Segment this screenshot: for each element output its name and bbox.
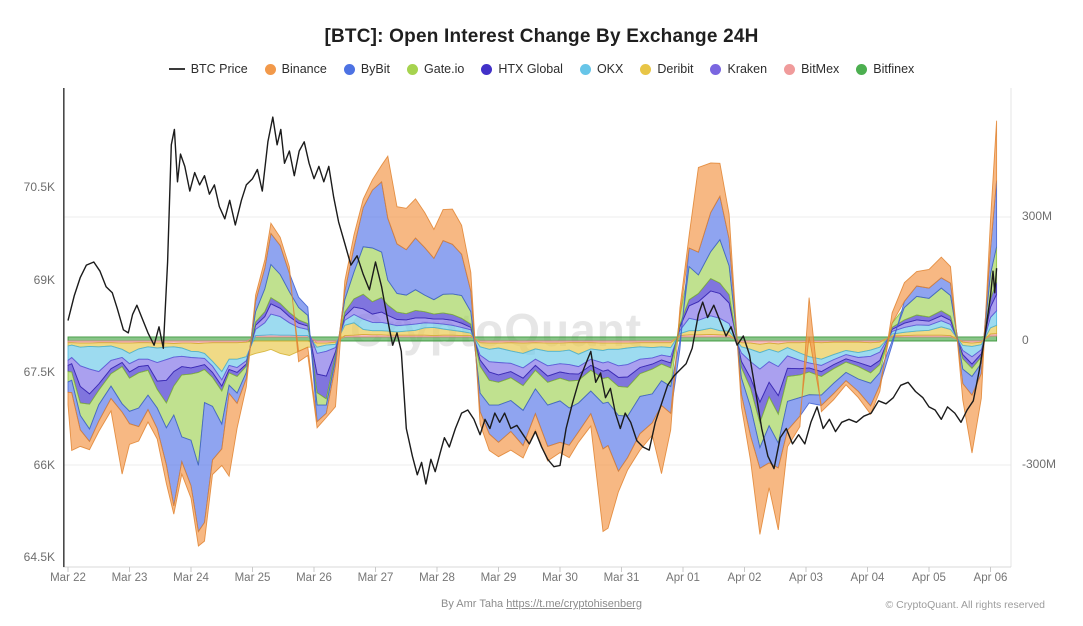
x-axis-tick-apr-02: Apr 02 <box>727 572 762 584</box>
dot-swatch-icon <box>710 63 722 75</box>
right-axis-tick-300M: 300M <box>1022 209 1053 223</box>
legend-item-btc-price[interactable]: BTC Price <box>168 62 248 76</box>
area-binance <box>67 120 998 547</box>
dot-swatch-icon <box>343 63 355 75</box>
left-axis-tick-69K: 69K <box>33 272 55 287</box>
legend-item-okx[interactable]: OKX <box>579 62 624 76</box>
legend-item-bitfinex[interactable]: Bitfinex <box>856 62 914 76</box>
left-axis-tick-66K: 66K <box>33 457 55 472</box>
left-axis-tick-67.5K: 67.5K <box>23 365 55 379</box>
legend-item-deribit[interactable]: Deribit <box>640 62 693 76</box>
plot-area[interactable] <box>63 88 1012 574</box>
x-axis-tick-apr-04: Apr 04 <box>850 572 885 584</box>
legend-label: ByBit <box>360 62 391 76</box>
legend-label: HTX Global <box>498 62 563 76</box>
right-axis-tick-0: 0 <box>1022 333 1029 347</box>
dot-swatch-icon <box>264 63 276 75</box>
footer-credit: By Amr Taha https://t.me/cryptohisenberg <box>0 598 1083 610</box>
legend: BTC Price Binance ByBit Gate.io HTX Global OK… <box>0 62 1083 76</box>
x-axis-tick-mar-31: Mar 31 <box>603 572 640 584</box>
dot-swatch-icon <box>407 63 419 75</box>
legend-item-binance[interactable]: Binance <box>264 62 327 76</box>
x-axis-tick-mar-30: Mar 30 <box>542 572 578 584</box>
legend-label: BitMex <box>801 62 840 76</box>
area-bitfinex <box>67 335 998 342</box>
legend-label: Bitfinex <box>873 62 915 76</box>
legend-item-htx-global[interactable]: HTX Global <box>481 62 563 76</box>
x-axis-tick-mar-26: Mar 26 <box>296 572 332 584</box>
legend-label: Gate.io <box>424 62 465 76</box>
legend-item-bybit[interactable]: ByBit <box>343 62 391 76</box>
btc-price-line <box>67 116 998 485</box>
dot-swatch-icon <box>640 63 652 75</box>
legend-label: BTC Price <box>190 62 248 76</box>
left-axis-tick-64.5K: 64.5K <box>23 550 55 564</box>
left-axis-tick-70.5K: 70.5K <box>23 180 55 194</box>
x-axis-tick-mar-27: Mar 27 <box>357 572 394 584</box>
x-axis-tick-mar-22: Mar 22 <box>50 572 86 584</box>
page-title: [BTC]: Open Interest Change By Exchange … <box>324 26 759 47</box>
x-axis-tick-apr-01: Apr 01 <box>666 572 700 584</box>
x-axis-tick-apr-06: Apr 06 <box>973 572 1008 584</box>
x-axis-tick-mar-29: Mar 29 <box>480 572 517 584</box>
x-axis-tick-apr-05: Apr 05 <box>912 572 946 584</box>
line-swatch-icon <box>168 68 185 70</box>
x-axis-tick-mar-24: Mar 24 <box>173 572 209 584</box>
legend-item-kraken[interactable]: Kraken <box>710 62 767 76</box>
right-axis-tick--300M: -300M <box>1022 457 1057 471</box>
footer-copyright: © CryptoQuant. All rights reserved <box>885 599 1045 611</box>
footer-author: By Amr Taha <box>441 598 507 610</box>
dot-swatch-icon <box>856 63 868 75</box>
legend-label: Binance <box>281 62 327 76</box>
legend-item-gate-io[interactable]: Gate.io <box>407 62 464 76</box>
legend-label: OKX <box>596 62 624 76</box>
telegram-link[interactable]: https://t.me/cryptohisenberg <box>506 598 642 610</box>
x-axis-tick-apr-03: Apr 03 <box>789 572 823 584</box>
legend-label: Kraken <box>727 62 768 76</box>
x-axis-tick-mar-23: Mar 23 <box>111 572 148 584</box>
dot-swatch-icon <box>784 63 796 75</box>
legend-label: Deribit <box>657 62 694 76</box>
legend-item-bitmex[interactable]: BitMex <box>784 62 839 76</box>
x-axis-tick-mar-28: Mar 28 <box>419 572 455 584</box>
dot-swatch-icon <box>481 63 493 75</box>
x-axis-tick-mar-25: Mar 25 <box>234 572 271 584</box>
dot-swatch-icon <box>579 63 591 75</box>
